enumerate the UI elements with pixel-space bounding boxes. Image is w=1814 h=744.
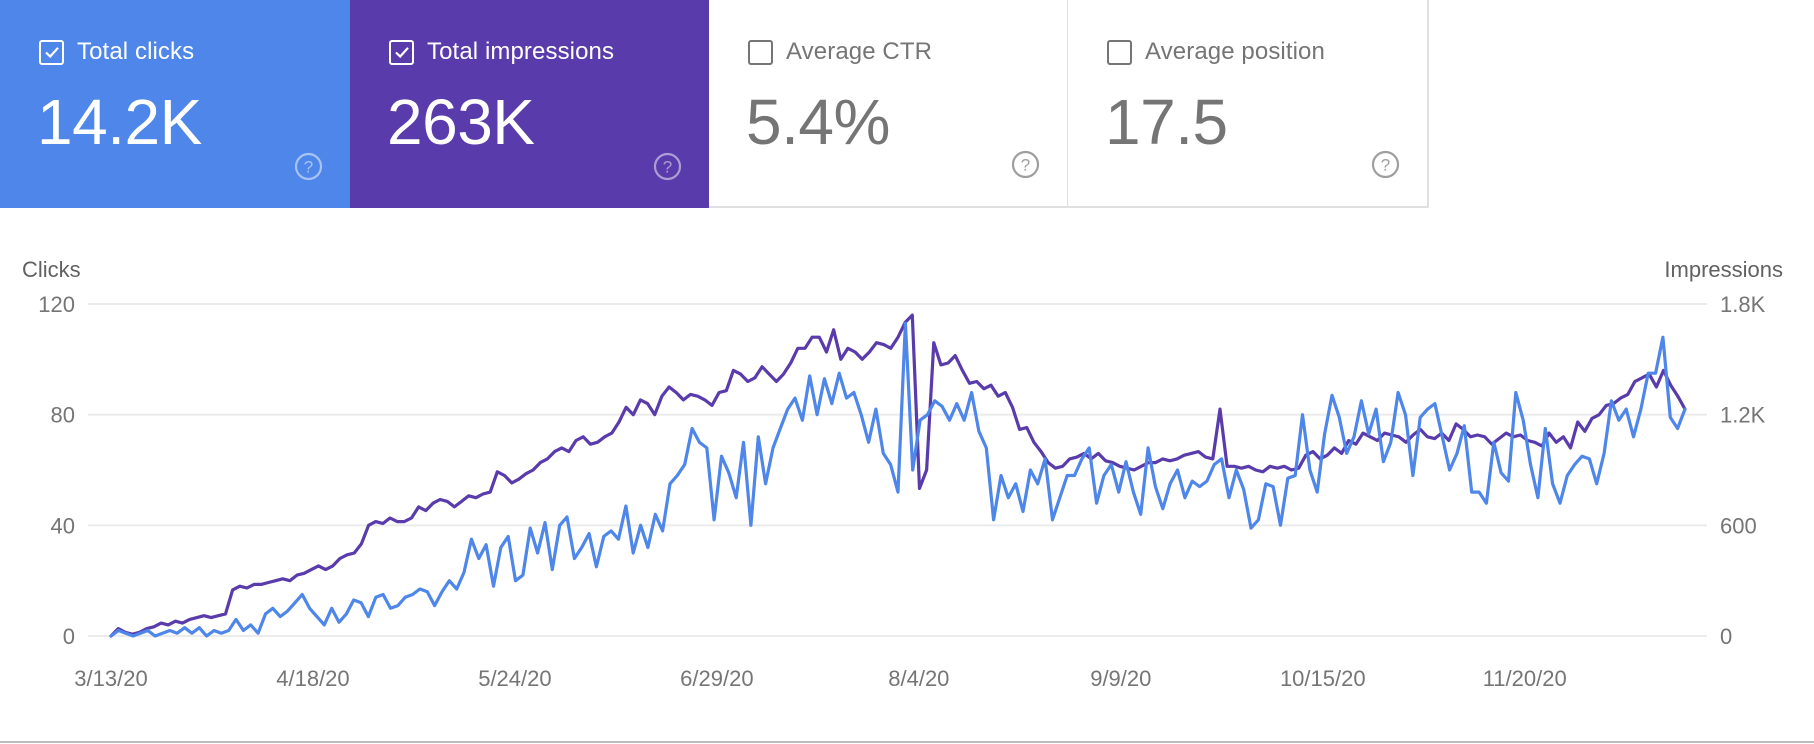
x-tick-label: 10/15/20 <box>1280 666 1366 691</box>
checkbox-checked-icon[interactable] <box>39 39 64 65</box>
help-circle-icon[interactable]: ? <box>1011 150 1040 179</box>
x-tick-label: 11/20/20 <box>1483 666 1567 691</box>
metric-value: 263K <box>387 86 535 158</box>
x-tick-label: 9/9/20 <box>1090 666 1151 691</box>
y-tick-label-left: 0 <box>63 624 75 649</box>
metric-value: 17.5 <box>1105 86 1228 158</box>
metric-header: Total clicks <box>39 38 194 66</box>
checkbox-checked-icon[interactable] <box>389 39 414 65</box>
help-circle-icon[interactable]: ? <box>294 152 323 181</box>
metric-cards: Total clicks 14.2K ? Total impressions 2… <box>0 0 1429 209</box>
metric-header: Average CTR <box>748 38 932 66</box>
svg-text:?: ? <box>1381 156 1390 175</box>
y-tick-label-left: 40 <box>51 513 75 538</box>
y-tick-label-right: 600 <box>1720 513 1757 538</box>
y-tick-label-left: 120 <box>38 292 75 317</box>
svg-text:?: ? <box>1021 156 1030 175</box>
metric-label: Average position <box>1145 38 1325 65</box>
metric-header: Total impressions <box>389 38 614 66</box>
series-line-impressions <box>109 313 1687 638</box>
y-tick-label-right: 1.8K <box>1720 292 1766 317</box>
x-tick-label: 5/24/20 <box>478 666 551 691</box>
svg-text:?: ? <box>304 158 313 177</box>
metric-card-average-ctr[interactable]: Average CTR 5.4% ? <box>709 0 1068 208</box>
y-tick-label-left: 80 <box>51 403 75 428</box>
x-tick-label: 3/13/20 <box>74 666 147 691</box>
metric-card-total-impressions[interactable]: Total impressions 263K ? <box>350 0 709 208</box>
y-axis-title-clicks: Clicks <box>22 257 81 282</box>
y-axis-title-impressions: Impressions <box>1664 257 1783 282</box>
bottom-divider <box>0 741 1814 743</box>
x-tick-label: 6/29/20 <box>680 666 753 691</box>
metric-value: 5.4% <box>746 86 890 158</box>
metric-card-average-position[interactable]: Average position 17.5 ? <box>1068 0 1429 208</box>
y-tick-label-right: 1.2K <box>1720 403 1766 428</box>
metric-card-total-clicks[interactable]: Total clicks 14.2K ? <box>0 0 350 208</box>
checkbox-unchecked-icon[interactable] <box>1107 39 1132 65</box>
metric-label: Average CTR <box>786 38 933 65</box>
y-tick-label-right: 0 <box>1720 624 1732 649</box>
metric-label: Total impressions <box>427 38 615 65</box>
svg-text:?: ? <box>663 158 672 177</box>
help-circle-icon[interactable]: ? <box>1371 150 1400 179</box>
checkbox-unchecked-icon[interactable] <box>748 39 773 65</box>
x-tick-label: 4/18/20 <box>276 666 349 691</box>
x-tick-label: 8/4/20 <box>888 666 949 691</box>
metric-header: Average position <box>1107 38 1325 66</box>
help-circle-icon[interactable]: ? <box>653 152 682 181</box>
metric-label: Total clicks <box>77 38 195 65</box>
series-line-clicks <box>109 321 1687 638</box>
metric-value: 14.2K <box>37 86 202 158</box>
